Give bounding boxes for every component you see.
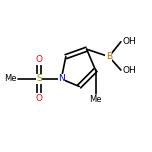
Text: B: B <box>106 52 112 61</box>
Text: OH: OH <box>122 37 136 46</box>
Text: N: N <box>58 74 65 83</box>
Text: S: S <box>36 74 42 83</box>
Text: Me: Me <box>89 95 102 104</box>
Text: O: O <box>36 55 43 64</box>
Text: Me: Me <box>4 74 17 83</box>
Text: O: O <box>36 94 43 103</box>
Text: OH: OH <box>122 66 136 74</box>
